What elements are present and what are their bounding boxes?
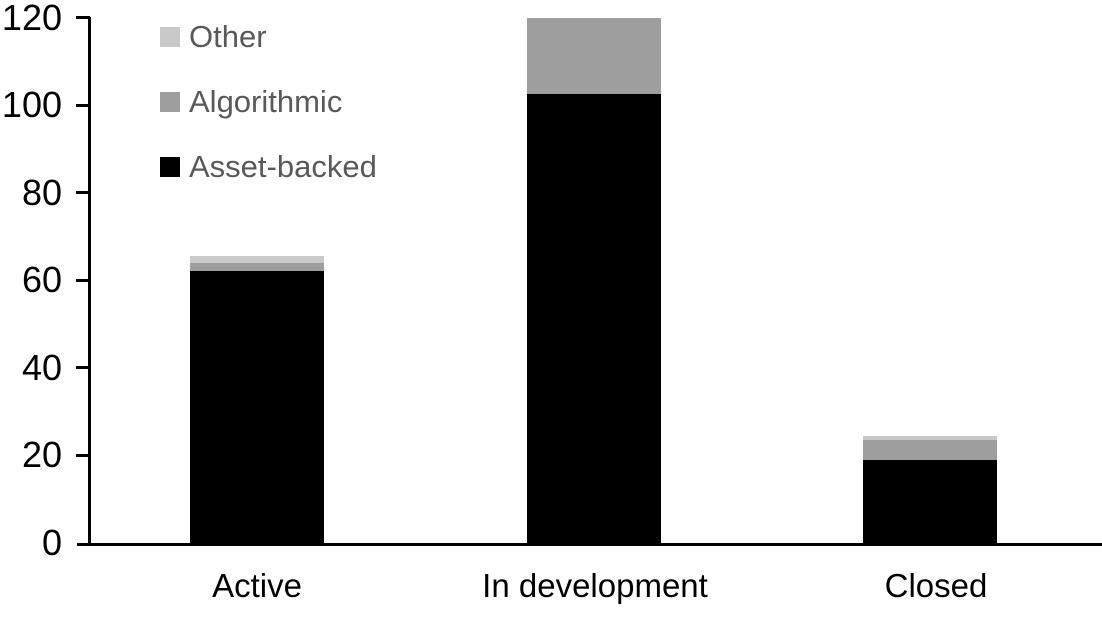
bar-segment-algorithmic-active xyxy=(190,262,324,272)
bar-segment-other-closed xyxy=(863,435,997,441)
y-axis-tick-label: 100 xyxy=(1,84,62,126)
x-axis-line xyxy=(77,543,1102,546)
y-axis-tick-label: 60 xyxy=(21,259,62,301)
y-axis-tick xyxy=(76,278,90,282)
legend-swatch-other-icon xyxy=(160,27,180,47)
y-axis-line xyxy=(88,17,91,546)
y-axis-tick xyxy=(76,16,90,19)
bar-segment-asset-backed-in-development xyxy=(526,94,661,543)
bar-segment-other-active xyxy=(190,256,324,263)
y-axis-tick xyxy=(76,191,90,195)
x-axis-label-active: Active xyxy=(212,567,302,604)
y-axis-tick xyxy=(76,366,90,370)
y-axis-tick xyxy=(76,103,90,107)
legend-item-asset-backed: Asset-backed xyxy=(160,149,377,184)
y-axis-tick-label: 120 xyxy=(1,0,62,38)
bar-segment-algorithmic-in-development xyxy=(526,17,661,95)
y-axis-tick-label: 80 xyxy=(21,171,62,213)
x-axis-label-closed: Closed xyxy=(884,567,988,604)
legend-label-asset-backed: Asset-backed xyxy=(189,149,377,184)
legend-swatch-asset-backed-icon xyxy=(160,157,180,177)
legend-item-algorithmic: Algorithmic xyxy=(160,84,377,119)
bar-segment-asset-backed-closed xyxy=(863,459,997,543)
y-axis-tick xyxy=(76,453,90,457)
bar-segment-algorithmic-closed xyxy=(863,440,997,460)
y-axis-tick-label: 20 xyxy=(21,434,62,476)
legend: Other Algorithmic Asset-backed xyxy=(160,19,377,184)
y-axis-tick-label: 0 xyxy=(41,522,62,563)
legend-swatch-algorithmic-icon xyxy=(160,92,180,112)
legend-label-algorithmic: Algorithmic xyxy=(189,84,343,119)
legend-item-other: Other xyxy=(160,19,377,54)
x-axis-label-in-development: In development xyxy=(482,567,708,604)
y-axis-tick-label: 40 xyxy=(21,346,62,388)
legend-label-other: Other xyxy=(189,19,267,54)
bar-segment-asset-backed-active xyxy=(190,271,324,543)
